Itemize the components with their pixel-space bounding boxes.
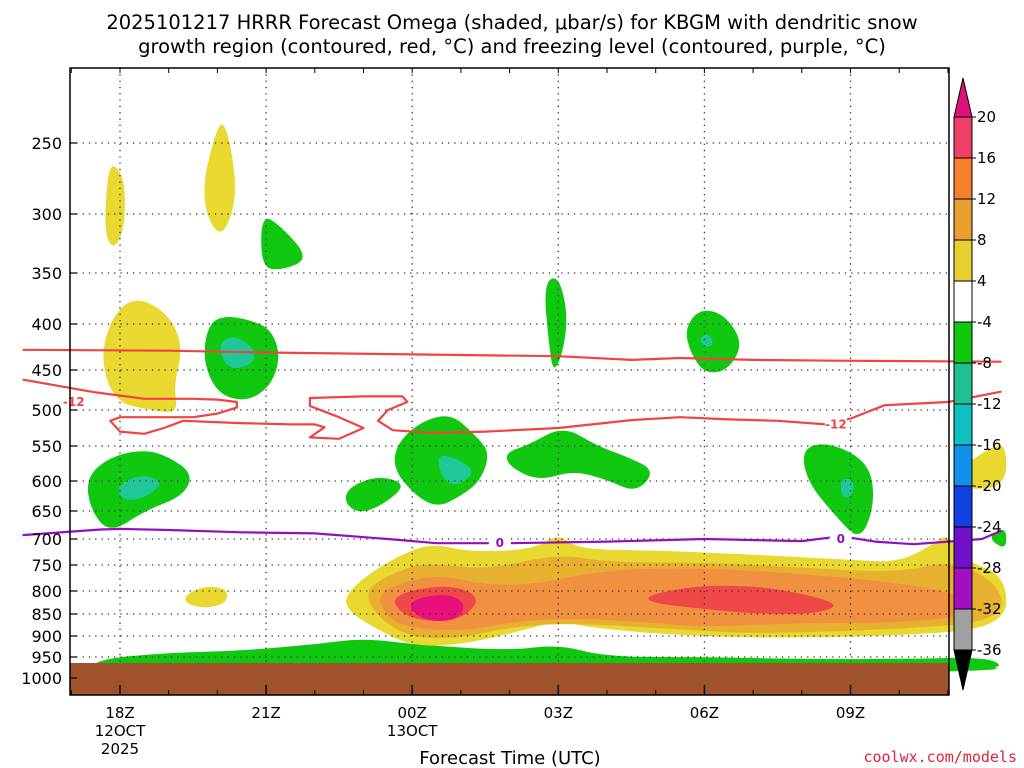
omega-negative-region-core (701, 334, 713, 347)
freezing-contour-label-bg (488, 535, 511, 550)
omega-negative-region-core (840, 479, 854, 498)
pressure-tick-label: 850 (31, 605, 62, 624)
colorbar-segment (953, 567, 973, 610)
colorbar-segment (953, 485, 973, 528)
pressure-tick-label: 450 (31, 361, 62, 380)
time-date-label: 12OCT (95, 722, 146, 740)
colorbar-segment (953, 157, 973, 200)
x-axis-label: Forecast Time (UTC) (419, 748, 600, 768)
colorbar-label: -20 (977, 477, 1002, 495)
colorbar-label: 16 (977, 149, 996, 167)
colorbar-segment (953, 280, 973, 323)
dgz-contour-label: -12 (63, 395, 85, 409)
pressure-axis: 250 300 350 400 450 500 550 600 650 700 750 800 850 9… (21, 68, 949, 695)
time-tick-label: 00Z (398, 704, 427, 722)
pressure-tick-label: 350 (31, 264, 62, 283)
chart-title-line-1: 2025101217 HRRR Forecast Omega (shaded, … (106, 11, 917, 34)
pressure-tick-label: 600 (31, 472, 62, 491)
omega-negative-region (803, 444, 874, 535)
colorbar-segment (953, 116, 973, 159)
pressure-tick-label: 550 (31, 437, 62, 456)
time-tick-label: 18Z (105, 704, 134, 722)
colorbar-label: -32 (977, 600, 1002, 618)
colorbar-label: 8 (977, 231, 987, 249)
omega-negative-region (506, 430, 650, 489)
time-tick-label: 09Z (836, 704, 865, 722)
omega-positive-region (204, 124, 236, 232)
pressure-tick-label: 250 (31, 134, 62, 153)
colorbar: 20 16 12 8 4 -4 -8 -12 -16 -20 -24 -28 -32 -36 (953, 77, 1002, 691)
pressure-tick-label: 500 (31, 401, 62, 420)
pressure-tick-label: 300 (31, 205, 62, 224)
omega-negative-region-core (118, 476, 160, 500)
colorbar-label: -28 (977, 559, 1002, 577)
colorbar-segment (953, 362, 973, 405)
colorbar-bottom-arrow (953, 649, 973, 691)
pressure-tick-label: 750 (31, 556, 62, 575)
colorbar-label: -36 (977, 641, 1002, 659)
colorbar-label: 4 (977, 272, 987, 290)
contour-lines: -12 -12 0 0 (22, 348, 1002, 550)
colorbar-segment (953, 608, 973, 651)
colorbar-segment (953, 321, 973, 364)
colorbar-segment (953, 403, 973, 446)
pressure-tick-label: 650 (31, 502, 62, 521)
omega-positive-core-16 (648, 585, 834, 614)
omega-negative-region-core (438, 455, 472, 485)
colorbar-top-arrow (953, 77, 973, 118)
omega-negative-region (545, 278, 567, 368)
omega-negative-region (345, 477, 401, 512)
dgz-contour-label: -12 (825, 417, 847, 431)
colorbar-label: -12 (977, 395, 1002, 413)
omega-positive-region (103, 300, 181, 413)
omega-negative-region (261, 218, 303, 270)
colorbar-label: -4 (977, 313, 992, 331)
pressure-tick-label: 950 (31, 648, 62, 667)
dgz-contour-label-bg (824, 416, 847, 431)
time-tick-label: 06Z (690, 704, 719, 722)
freezing-level-contour (22, 527, 1002, 546)
ground-surface (70, 663, 949, 695)
colorbar-segment (953, 239, 973, 282)
colorbar-segment (953, 526, 973, 569)
pressure-tick-label: 900 (31, 627, 62, 646)
freezing-contour-label: 0 (496, 536, 504, 550)
omega-positive-region (185, 586, 228, 608)
omega-negative-region (686, 310, 740, 373)
colorbar-label: 20 (977, 108, 996, 126)
freezing-contour-label-bg (829, 531, 852, 545)
dgz-upper-contour (22, 348, 1002, 363)
credit-label: coolwx.com/models (863, 748, 1017, 766)
chart-title-line-2: growth region (contoured, red, °C) and f… (138, 35, 886, 58)
time-year-label: 2025 (101, 740, 139, 758)
dgz-contour-label-bg (62, 394, 85, 408)
time-tick-label: 03Z (544, 704, 573, 722)
pressure-tick-label: 1000 (21, 669, 62, 688)
colorbar-label: 12 (977, 190, 996, 208)
time-tick-label: 21Z (251, 704, 280, 722)
colorbar-label: -24 (977, 518, 1002, 536)
colorbar-segment (953, 444, 973, 487)
dgz-lower-contour (22, 378, 1002, 440)
pressure-tick-label: 700 (31, 530, 62, 549)
time-date-label: 13OCT (387, 722, 438, 740)
freezing-contour-label: 0 (837, 532, 845, 546)
pressure-tick-label: 800 (31, 582, 62, 601)
colorbar-label: -8 (977, 354, 992, 372)
colorbar-segment (953, 198, 973, 241)
pressure-tick-label: 400 (31, 315, 62, 334)
colorbar-label: -16 (977, 436, 1002, 454)
